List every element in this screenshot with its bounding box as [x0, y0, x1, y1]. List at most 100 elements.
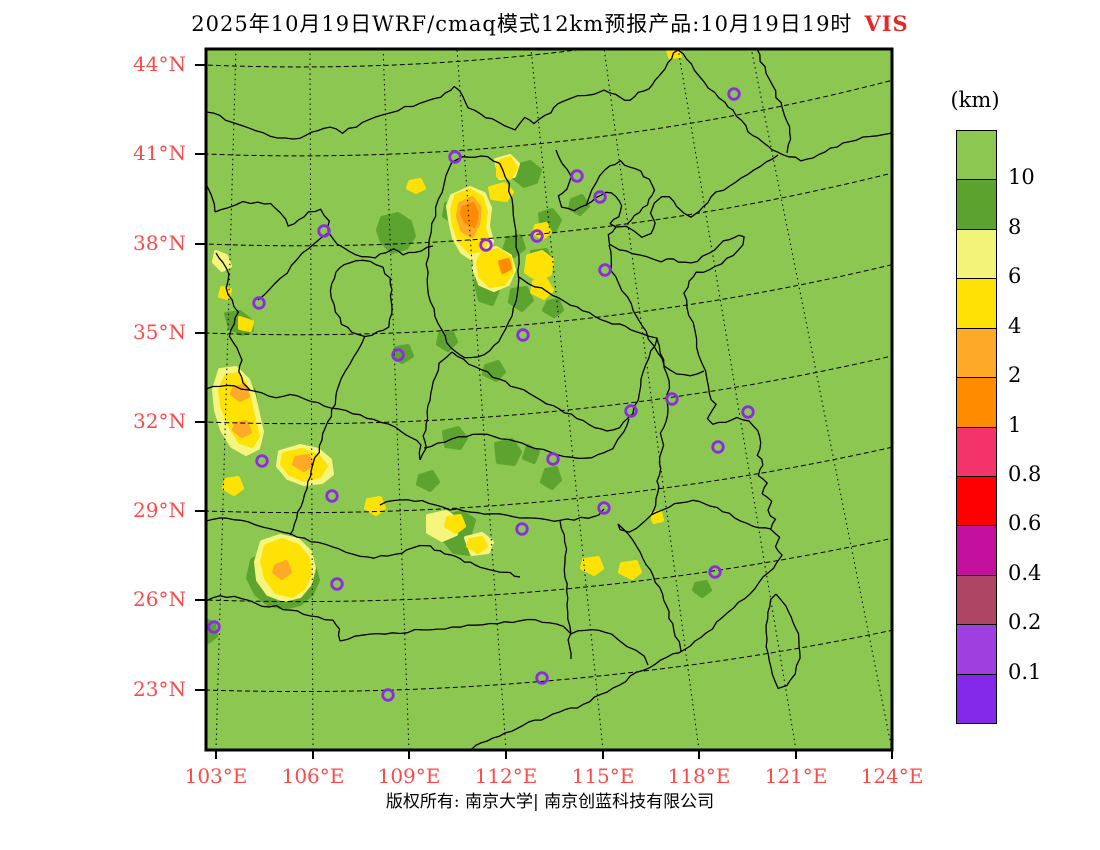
city-marker	[597, 501, 611, 515]
map-background	[206, 49, 892, 750]
boundary-line	[257, 232, 329, 301]
boundary-line	[463, 154, 783, 750]
colorbar-tick-label: 0.2	[1008, 610, 1042, 634]
lat-tick-label: 32°N	[133, 409, 186, 433]
colorbar-tick-label: 6	[1008, 264, 1022, 288]
visibility-patch	[502, 234, 526, 258]
boundary-line	[289, 335, 366, 536]
boundary-line	[379, 499, 605, 522]
city-marker	[317, 224, 331, 238]
map-layers	[206, 49, 892, 750]
visibility-patch	[466, 536, 488, 554]
colorbar-swatch	[956, 179, 997, 230]
boundary-line	[617, 523, 682, 652]
city-marker	[252, 296, 266, 310]
lon-tick-label: 121°E	[764, 764, 828, 788]
page-title: 2025年10月19日WRF/cmaq模式12km预报产品:10月19日19时 V…	[0, 8, 1100, 38]
boundary-line	[423, 418, 630, 459]
visibility-patch	[542, 298, 564, 318]
boundary-line	[329, 259, 393, 338]
lat-tick-label: 41°N	[133, 141, 186, 165]
visibility-patch	[218, 286, 232, 300]
visibility-patch	[524, 250, 554, 282]
lon-tick-label: 112°E	[474, 764, 538, 788]
visibility-patch	[292, 454, 314, 472]
visibility-patch	[476, 248, 514, 288]
colorbar-tick-label: 0.8	[1008, 462, 1042, 486]
lat-tick-label: 23°N	[133, 677, 186, 701]
title-variable-tag: VIS	[864, 11, 909, 36]
colorbar-swatch	[956, 525, 997, 576]
colorbar-swatch	[956, 427, 997, 477]
visibility-patch	[406, 178, 426, 194]
lon-tick-label: 124°E	[860, 764, 924, 788]
visibility-patch	[460, 202, 479, 228]
copyright-text: 版权所有: 南京大学| 南京创蓝科技有限公司	[385, 792, 715, 812]
boundary-line	[206, 595, 341, 642]
boundary-line	[339, 618, 649, 666]
city-marker	[479, 238, 493, 252]
city-marker	[535, 671, 549, 685]
city-marker	[727, 87, 741, 101]
colorbar-tick-label: 2	[1008, 363, 1022, 387]
city-marker	[546, 452, 560, 466]
visibility-patch	[222, 476, 244, 496]
visibility-patch	[444, 514, 466, 534]
longitude-gridline	[215, 49, 237, 750]
city-marker	[448, 150, 462, 164]
city-marker	[516, 328, 530, 342]
city-marker	[665, 392, 679, 406]
colorbar-swatch	[956, 624, 997, 675]
boundary-line	[206, 517, 521, 578]
lat-tick-label: 29°N	[133, 498, 186, 522]
colorbar-tick-label: 10	[1008, 165, 1035, 189]
boundary-line	[206, 384, 422, 461]
boundary-line	[214, 200, 434, 259]
colorbar-tick-label: 4	[1008, 314, 1022, 338]
visibility-patch	[580, 556, 604, 576]
colorbar-swatch	[956, 674, 997, 724]
colorbar-unit-label: (km)	[950, 88, 1000, 112]
colorbar-swatch	[956, 130, 997, 180]
colorbar-swatch	[956, 476, 997, 526]
city-marker	[515, 522, 529, 536]
city-marker	[570, 169, 584, 183]
city-marker	[255, 454, 269, 468]
boundary-line	[756, 49, 792, 154]
visibility-patch	[568, 194, 590, 216]
longitude-gridline	[309, 49, 314, 750]
boundary-line	[451, 276, 658, 432]
visibility-patch	[540, 466, 562, 490]
boundary-line	[617, 338, 671, 533]
boundary-line	[559, 520, 572, 659]
title-main: 2025年10月19日WRF/cmaq模式12km预报产品:10月19日19时	[191, 12, 853, 36]
city-marker	[330, 577, 344, 591]
colorbar-swatch	[956, 377, 997, 428]
map-frame	[204, 47, 894, 752]
city-marker	[207, 620, 221, 634]
colorbar-swatch	[956, 278, 997, 329]
colorbar-tick-label: 0.6	[1008, 511, 1042, 535]
lat-tick-label: 38°N	[133, 231, 186, 255]
boundary-line	[585, 159, 656, 225]
colorbar-tick-label: 0.1	[1008, 660, 1042, 684]
boundary-line	[677, 49, 892, 162]
city-marker	[598, 263, 612, 277]
visibility-patch	[416, 470, 440, 492]
city-marker	[593, 190, 607, 204]
boundary-line	[206, 49, 679, 140]
city-marker	[381, 688, 395, 702]
boundary-line	[765, 593, 801, 690]
lon-tick-label: 118°E	[667, 764, 731, 788]
lon-tick-label: 109°E	[377, 764, 441, 788]
boundary-line	[206, 183, 216, 213]
visibility-patch	[496, 156, 518, 180]
city-marker	[624, 404, 638, 418]
boundary-line	[215, 252, 251, 391]
visibility-patch	[618, 560, 642, 580]
boundary-line	[555, 149, 623, 228]
lat-tick-label: 44°N	[133, 52, 186, 76]
city-marker	[391, 348, 405, 362]
